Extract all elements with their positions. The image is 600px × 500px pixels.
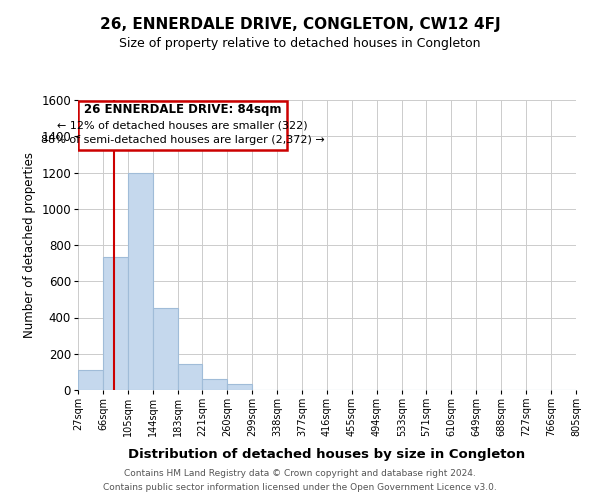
Bar — [202, 379, 227, 390]
Bar — [78, 101, 287, 150]
X-axis label: Distribution of detached houses by size in Congleton: Distribution of detached houses by size … — [128, 448, 526, 460]
Bar — [78, 370, 103, 390]
Bar — [178, 364, 202, 390]
Text: Size of property relative to detached houses in Congleton: Size of property relative to detached ho… — [119, 38, 481, 51]
Text: 26 ENNERDALE DRIVE: 84sqm: 26 ENNERDALE DRIVE: 84sqm — [84, 103, 281, 116]
Text: Contains HM Land Registry data © Crown copyright and database right 2024.: Contains HM Land Registry data © Crown c… — [124, 468, 476, 477]
Bar — [153, 308, 178, 390]
Text: 26, ENNERDALE DRIVE, CONGLETON, CW12 4FJ: 26, ENNERDALE DRIVE, CONGLETON, CW12 4FJ — [100, 18, 500, 32]
Bar — [103, 257, 128, 390]
Bar — [128, 172, 153, 390]
Text: Contains public sector information licensed under the Open Government Licence v3: Contains public sector information licen… — [103, 484, 497, 492]
Y-axis label: Number of detached properties: Number of detached properties — [23, 152, 36, 338]
Text: 88% of semi-detached houses are larger (2,372) →: 88% of semi-detached houses are larger (… — [41, 135, 325, 145]
Text: ← 12% of detached houses are smaller (322): ← 12% of detached houses are smaller (32… — [58, 120, 308, 130]
Bar — [227, 384, 252, 390]
